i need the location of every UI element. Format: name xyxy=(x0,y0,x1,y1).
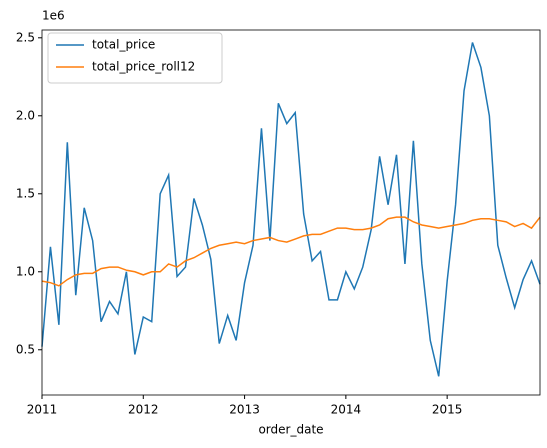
x-axis-label: order_date xyxy=(258,423,323,437)
x-tick-label: 2015 xyxy=(432,403,463,417)
offset-label: 1e6 xyxy=(42,9,65,23)
legend-label: total_price_roll12 xyxy=(92,60,195,74)
y-tick-label: 2.0 xyxy=(16,108,35,122)
x-tick-label: 2013 xyxy=(229,403,260,417)
y-tick-label: 2.5 xyxy=(16,30,35,44)
x-tick-label: 2011 xyxy=(27,403,58,417)
y-tick-label: 0.5 xyxy=(16,342,35,356)
y-tick-label: 1.0 xyxy=(16,264,35,278)
legend-label: total_price xyxy=(92,38,155,52)
series-line xyxy=(41,216,541,287)
series-line xyxy=(41,42,541,377)
x-tick-label: 2012 xyxy=(128,403,159,417)
legend-box xyxy=(47,32,223,84)
plot-frame xyxy=(41,29,541,396)
y-tick-label: 1.5 xyxy=(16,186,35,200)
x-tick-label: 2014 xyxy=(331,403,362,417)
